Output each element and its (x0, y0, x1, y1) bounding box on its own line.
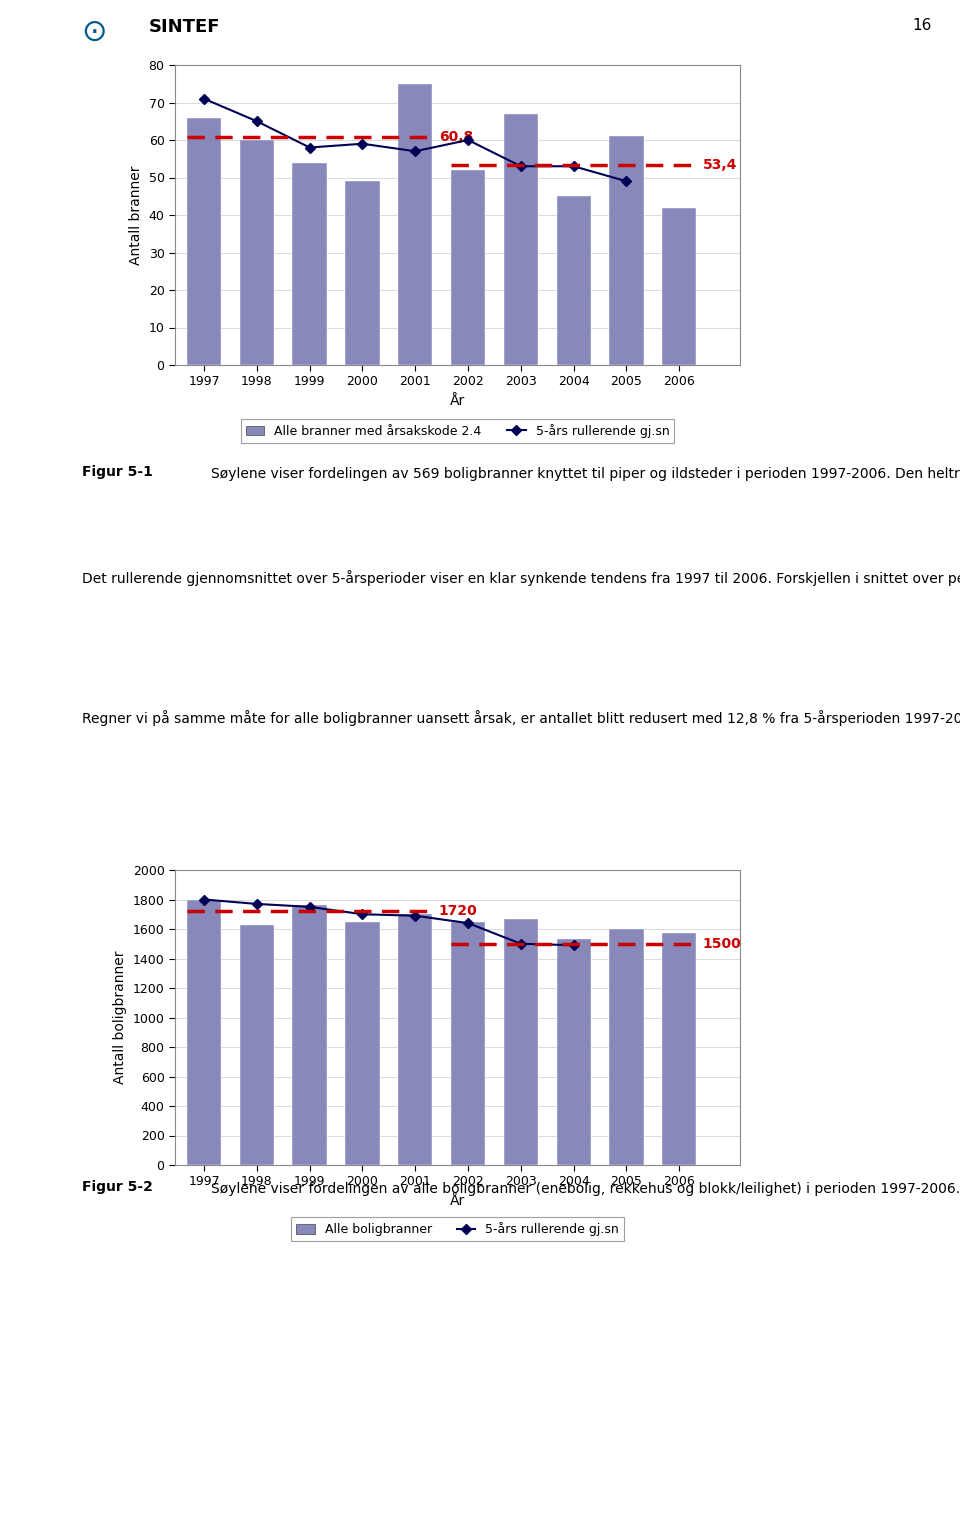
Text: Regner vi på samme måte for alle boligbranner uansett årsak, er antallet blitt r: Regner vi på samme måte for alle boligbr… (82, 710, 960, 726)
Bar (451, 921, 485, 1165)
Bar (557, 196, 590, 366)
Bar (610, 136, 643, 366)
Bar (662, 934, 696, 1165)
Text: Søylene viser fordelingen av alle boligbranner (enebolig, rekkehus og blokk/leil: Søylene viser fordelingen av alle boligb… (211, 1180, 960, 1196)
Y-axis label: Antall boligbranner: Antall boligbranner (113, 950, 127, 1084)
Bar (557, 940, 590, 1165)
Bar (346, 921, 379, 1165)
Bar (662, 207, 696, 366)
Bar (187, 117, 221, 366)
Text: SINTEF: SINTEF (149, 18, 220, 37)
Legend: Alle boligbranner, 5-års rullerende gj.sn: Alle boligbranner, 5-års rullerende gj.s… (291, 1217, 624, 1241)
Text: 1720: 1720 (439, 905, 477, 918)
Bar (398, 914, 432, 1165)
Text: 53,4: 53,4 (703, 158, 737, 172)
Text: Figur 5-2: Figur 5-2 (82, 1180, 153, 1194)
Bar (187, 900, 221, 1165)
Text: Søylene viser fordelingen av 569 boligbranner knyttet til piper og ildsteder i p: Søylene viser fordelingen av 569 boligbr… (211, 465, 960, 481)
Bar (504, 918, 538, 1165)
Bar (504, 114, 538, 366)
Text: 60,8: 60,8 (439, 129, 473, 145)
Bar (398, 84, 432, 366)
X-axis label: År: År (450, 1194, 466, 1208)
Bar (293, 905, 326, 1165)
Text: Det rullerende gjennomsnittet over 5-årsperioder viser en klar synkende tendens : Det rullerende gjennomsnittet over 5-års… (82, 570, 960, 586)
X-axis label: År: År (450, 394, 466, 408)
Y-axis label: Antall branner: Antall branner (129, 166, 143, 265)
Text: 1500: 1500 (703, 937, 741, 950)
Text: Figur 5-1: Figur 5-1 (82, 465, 153, 480)
Bar (240, 924, 274, 1165)
Bar (346, 181, 379, 366)
Bar (451, 171, 485, 366)
Bar (610, 929, 643, 1165)
Legend: Alle branner med årsakskode 2.4, 5-års rullerende gj.sn: Alle branner med årsakskode 2.4, 5-års r… (241, 419, 674, 443)
Bar (293, 163, 326, 366)
Text: 16: 16 (912, 18, 931, 34)
Text: ⊙: ⊙ (82, 18, 108, 47)
Bar (240, 140, 274, 366)
